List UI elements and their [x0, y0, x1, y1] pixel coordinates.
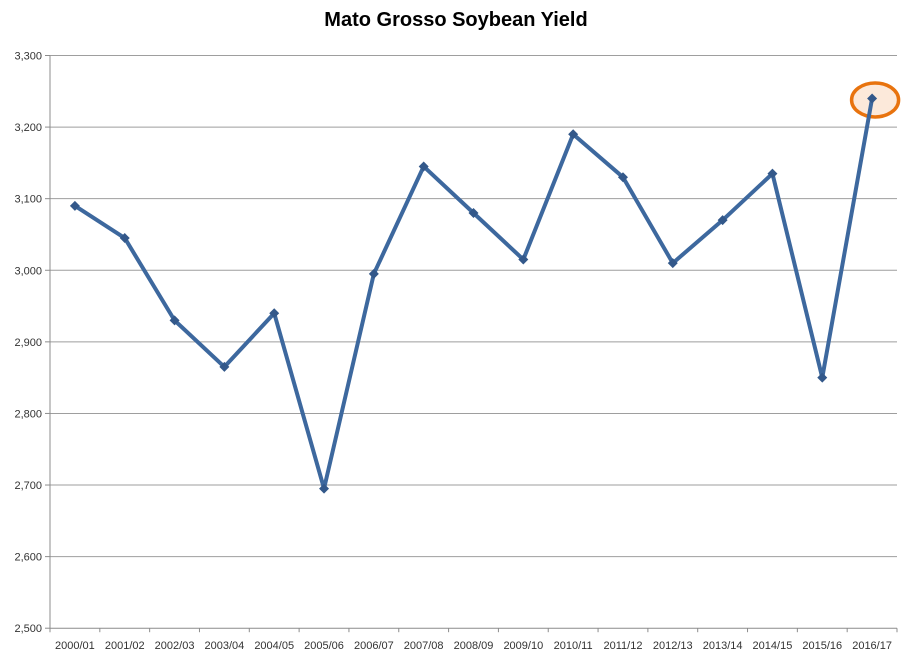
- x-axis-label: 2002/03: [155, 640, 195, 652]
- y-axis-label: 2,900: [14, 337, 42, 349]
- y-axis-label: 3,100: [14, 194, 42, 206]
- x-axis-label: 2004/05: [254, 640, 294, 652]
- x-axis-label: 2010/11: [554, 640, 593, 652]
- chart-title: Mato Grosso Soybean Yield: [324, 9, 588, 31]
- data-point-marker: [617, 172, 628, 183]
- y-axis-label: 2,800: [14, 408, 42, 420]
- x-axis-label: 2007/08: [404, 640, 444, 652]
- y-axis-label: 2,600: [14, 552, 42, 564]
- x-axis-label: 2014/15: [753, 640, 793, 652]
- x-axis-label: 2013/14: [703, 640, 743, 652]
- y-axis-label: 2,500: [14, 623, 42, 635]
- data-point-marker: [767, 168, 778, 179]
- data-point-marker: [468, 207, 479, 218]
- data-point-marker: [568, 129, 579, 140]
- x-axis-label: 2006/07: [354, 640, 394, 652]
- data-point-marker: [418, 161, 429, 172]
- x-axis-label: 2016/17: [852, 640, 892, 652]
- data-point-marker: [667, 258, 678, 269]
- data-point-marker: [518, 254, 529, 265]
- data-point-marker: [269, 308, 280, 319]
- y-axis-label: 3,300: [14, 51, 42, 63]
- x-axis-label: 2000/01: [55, 640, 95, 652]
- data-point-marker: [368, 268, 379, 279]
- x-axis-label: 2005/06: [304, 640, 344, 652]
- x-axis-label: 2003/04: [204, 640, 244, 652]
- data-point-marker: [219, 361, 230, 372]
- y-axis-label: 3,200: [14, 122, 42, 134]
- y-axis-label: 2,700: [14, 480, 42, 492]
- x-axis-label: 2008/09: [454, 640, 494, 652]
- data-point-marker: [119, 233, 130, 244]
- data-point-marker: [169, 315, 180, 326]
- series-line: [72, 96, 875, 491]
- y-axis-label: 3,000: [14, 265, 42, 277]
- x-axis-label: 2011/12: [603, 640, 642, 652]
- data-point-marker: [867, 93, 878, 104]
- data-point-marker: [319, 483, 330, 494]
- x-axis-label: 2001/02: [105, 640, 145, 652]
- data-point-marker: [817, 372, 828, 383]
- x-axis-label: 2015/16: [802, 640, 842, 652]
- x-axis-label: 2009/10: [503, 640, 543, 652]
- data-point-marker: [69, 200, 80, 211]
- data-point-marker: [717, 215, 728, 226]
- x-axis-label: 2012/13: [653, 640, 693, 652]
